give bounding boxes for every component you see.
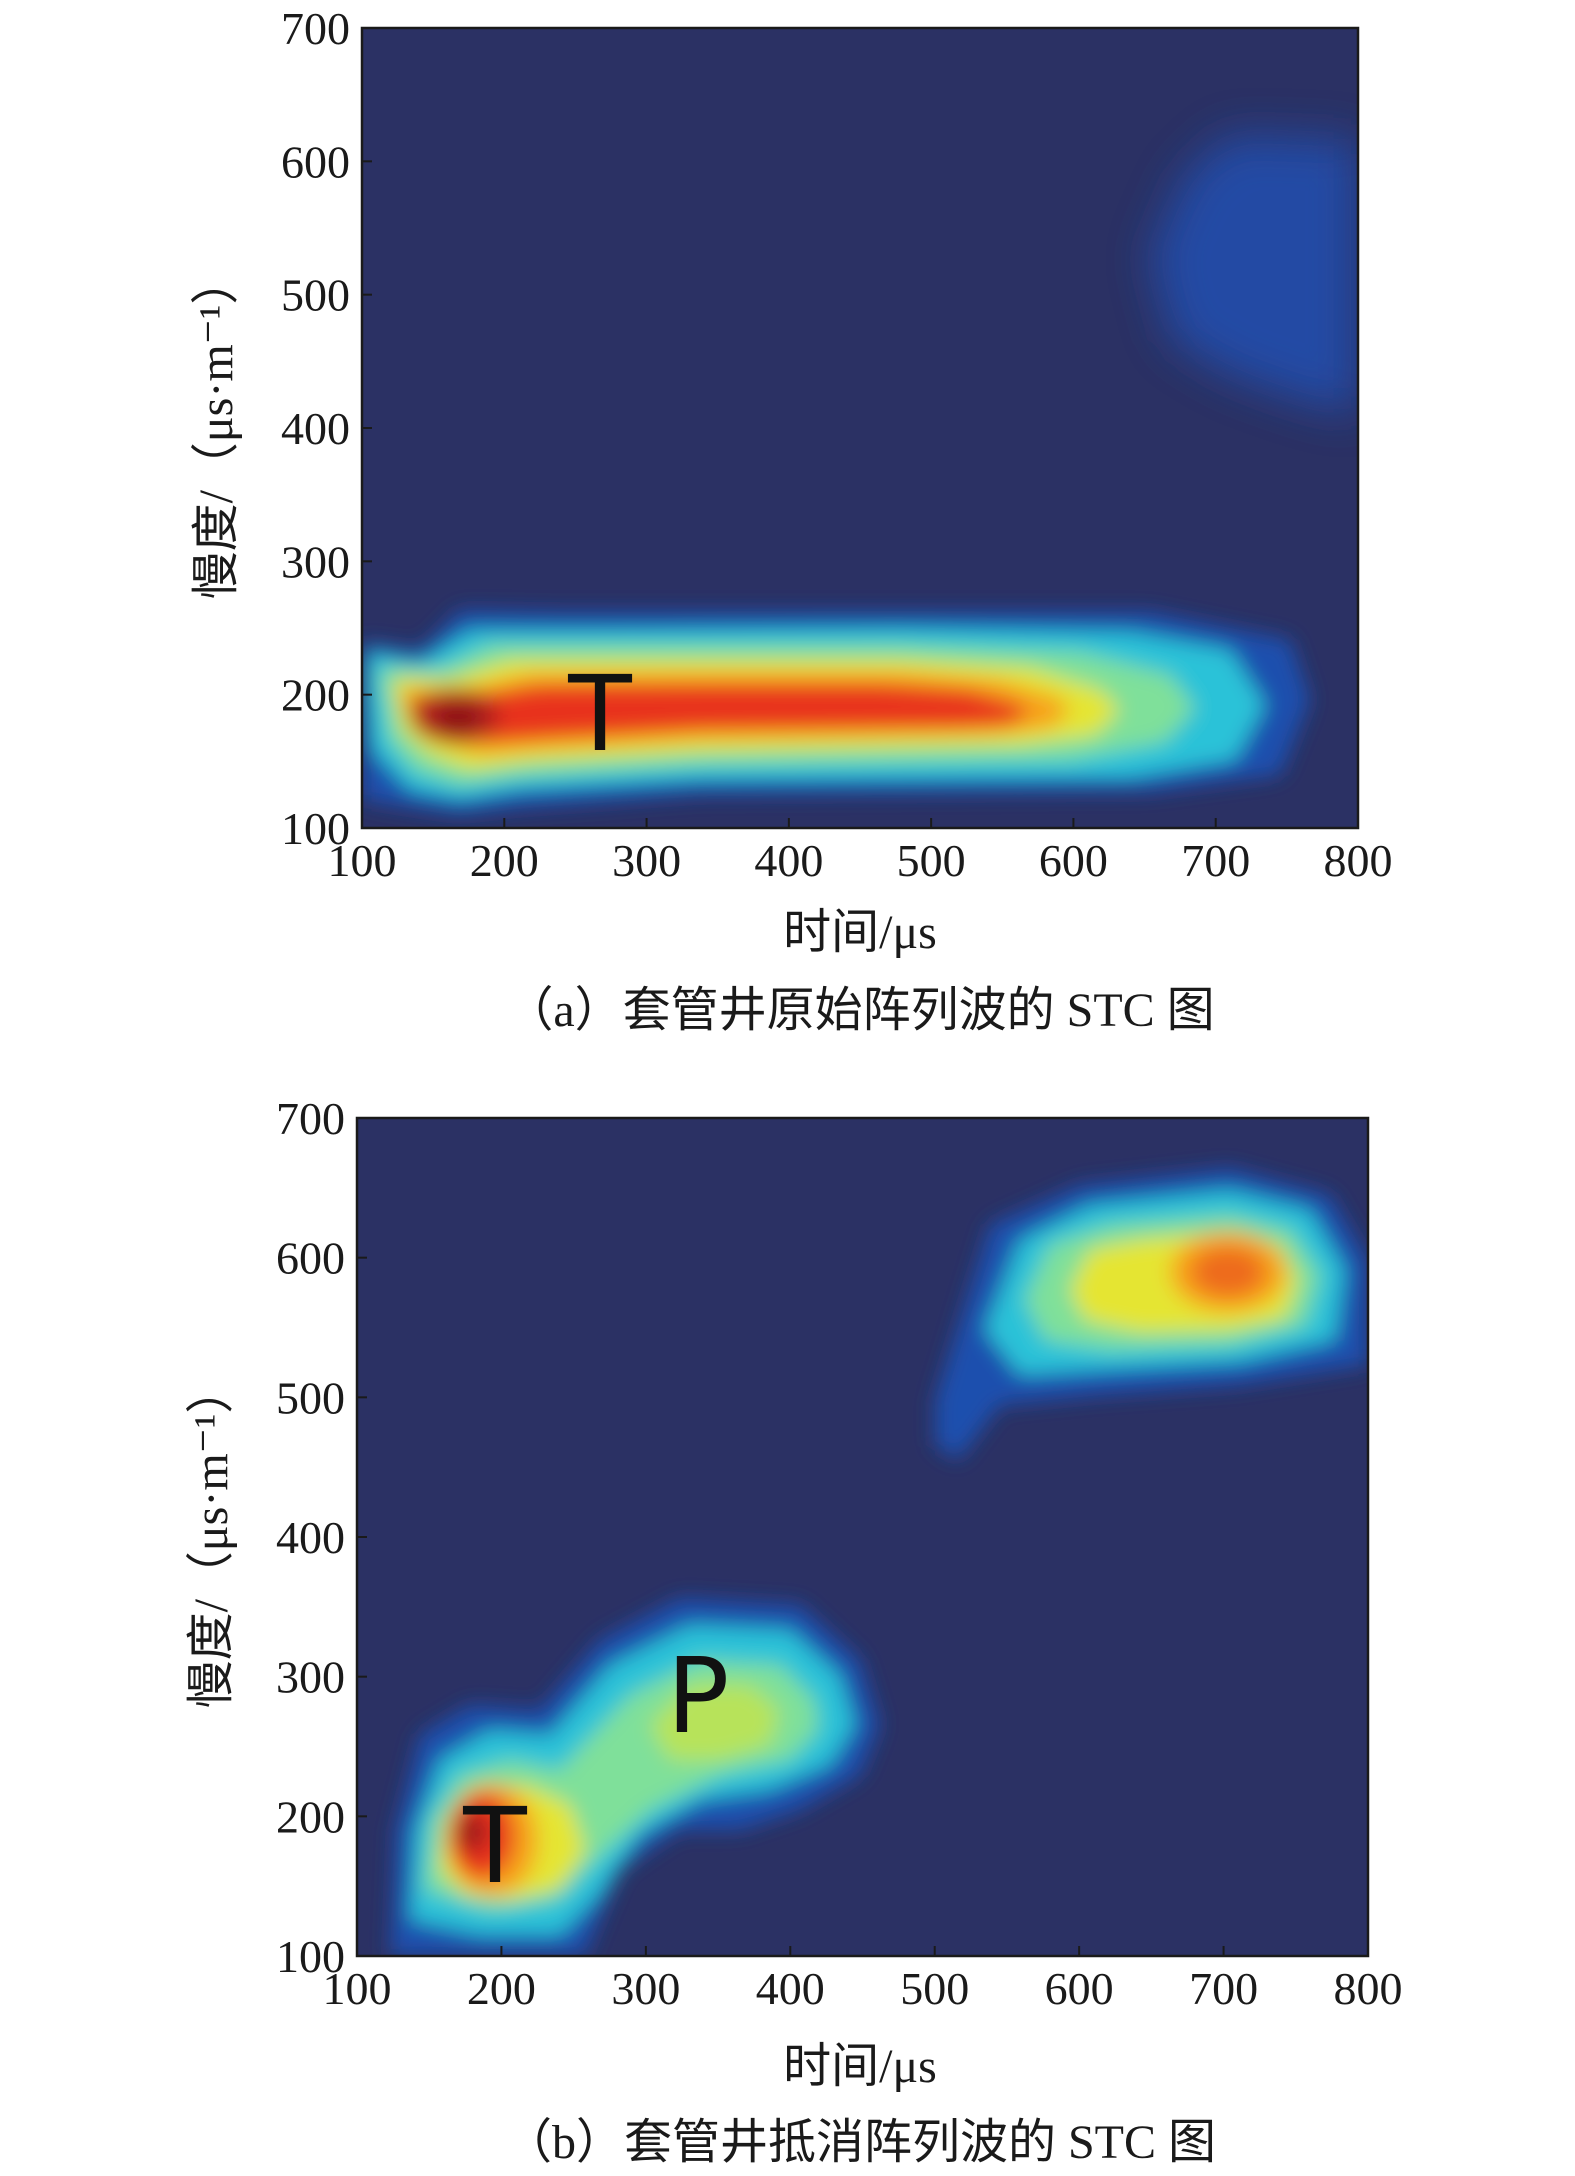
panel-b-y-tick-label: 200 bbox=[276, 1791, 345, 1842]
panel-a-x-tick-label: 800 bbox=[1324, 835, 1393, 886]
panel-a-x-axis-label: 时间/μs bbox=[783, 906, 937, 959]
panel-a-peak-label-t: T bbox=[567, 653, 632, 775]
panel-b: 100 200 300 400 500 600 700 800 100 200 300 400 500 6… bbox=[185, 1093, 1403, 2169]
panel-b-x-axis-label: 时间/μs bbox=[783, 2040, 937, 2093]
panel-b-axes: 100 200 300 400 500 600 700 800 100 200 300 400 500 6… bbox=[276, 1093, 1403, 2014]
panel-b-x-tick-label: 200 bbox=[467, 1963, 536, 2014]
panel-b-caption: （b）套管井抵消阵列波的 STC 图 bbox=[504, 2116, 1216, 2169]
panel-a: 100 200 300 400 500 600 700 800 100 200 300 400 500 6… bbox=[190, 3, 1393, 1037]
panel-a-x-tick-label: 700 bbox=[1181, 835, 1250, 886]
panel-b-x-tick-label: 500 bbox=[900, 1963, 969, 2014]
panel-b-y-axis-label: 慢度/（μs·m⁻¹） bbox=[185, 1366, 238, 1709]
panel-b-y-tick-label: 300 bbox=[276, 1652, 345, 1703]
panel-a-x-tick-label: 400 bbox=[754, 835, 823, 886]
panel-b-x-tick-label: 800 bbox=[1334, 1963, 1403, 2014]
panel-b-x-tick-label: 600 bbox=[1045, 1963, 1114, 2014]
panel-a-y-tick-label: 500 bbox=[281, 270, 350, 321]
panel-b-y-tick-label: 700 bbox=[276, 1093, 345, 1144]
panel-a-y-tick-label: 300 bbox=[281, 536, 350, 587]
panel-a-y-tick-label: 200 bbox=[281, 670, 350, 721]
panel-a-region-upper-right bbox=[1150, 135, 1358, 415]
panel-a-x-tick-label: 600 bbox=[1039, 835, 1108, 886]
panel-b-y-tick-label: 400 bbox=[276, 1512, 345, 1563]
panel-b-x-tick-label: 300 bbox=[611, 1963, 680, 2014]
panel-b-region-upper-right bbox=[935, 1168, 1368, 1460]
panel-b-y-tick-label: 100 bbox=[276, 1931, 345, 1982]
panel-b-x-tick-label: 400 bbox=[756, 1963, 825, 2014]
panel-b-peak-label-t: T bbox=[462, 1785, 527, 1907]
panel-a-x-tick-label: 200 bbox=[470, 835, 539, 886]
panel-a-y-tick-label: 100 bbox=[281, 803, 350, 854]
panel-a-y-axis-label: 慢度/（μs·m⁻¹） bbox=[190, 257, 243, 600]
panel-b-y-tick-label: 600 bbox=[276, 1233, 345, 1284]
panel-a-axes: 100 200 300 400 500 600 700 800 100 200 300 400 500 6… bbox=[281, 3, 1393, 886]
panel-a-x-tick-label: 500 bbox=[897, 835, 966, 886]
panel-b-y-tick-label: 500 bbox=[276, 1372, 345, 1423]
panel-b-region-tp bbox=[390, 1598, 880, 1956]
panel-a-y-tick-label: 400 bbox=[281, 403, 350, 454]
panel-a-x-tick-label: 300 bbox=[612, 835, 681, 886]
panel-b-x-tick-label: 100 bbox=[323, 1963, 392, 2014]
panel-a-y-tick-label: 700 bbox=[281, 3, 350, 54]
panel-b-peak-label-p: P bbox=[667, 1635, 730, 1757]
panel-a-heatmap bbox=[362, 135, 1358, 815]
panel-a-band bbox=[362, 610, 1310, 815]
panel-b-x-tick-label: 700 bbox=[1189, 1963, 1258, 2014]
panel-a-caption: （a）套管井原始阵列波的 STC 图 bbox=[505, 984, 1214, 1037]
panel-b-heatmap bbox=[390, 1168, 1368, 1956]
panel-a-x-tick-label: 100 bbox=[328, 835, 397, 886]
panel-a-y-tick-label: 600 bbox=[281, 136, 350, 187]
